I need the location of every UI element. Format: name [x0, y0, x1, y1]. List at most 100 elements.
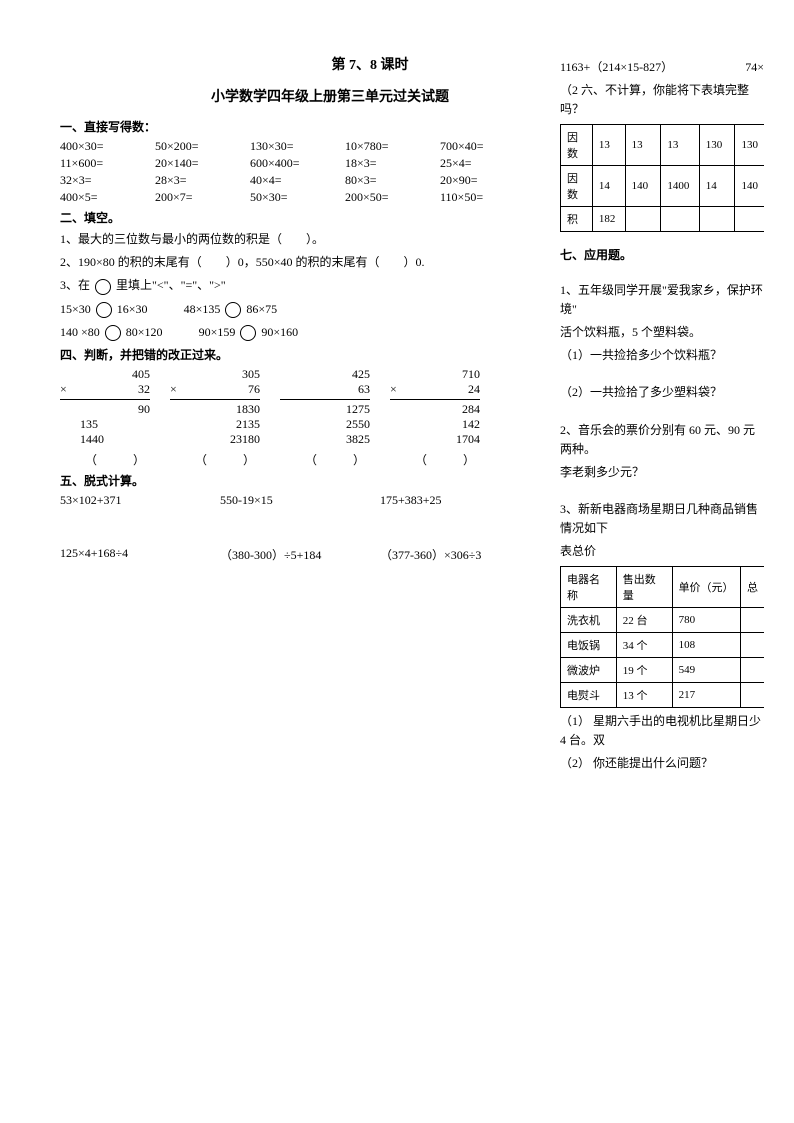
q1-cell: 10×780= — [345, 139, 440, 154]
q1-cell: 50×30= — [250, 190, 345, 205]
s7-q2b: 李老剩多少元？ — [560, 463, 764, 482]
q1-cell: 700×40= — [440, 139, 535, 154]
t1-cell: 140 — [625, 165, 661, 206]
mult-col-4: 710 ×24 284 142 1704 — [390, 367, 500, 447]
t2-cell — [740, 657, 764, 682]
circle-icon — [96, 302, 112, 318]
t2-header: 售出数量 — [616, 566, 672, 607]
section2-q3: 3、在 里填上"<"、"="、">" — [60, 276, 540, 295]
left-column: 第 7、8 课时 小学数学四年级上册第三单元过关试题 一、直接写得数： 400×… — [60, 54, 540, 777]
t2-header: 总 — [740, 566, 764, 607]
s7-q3b: 表总价 — [560, 542, 764, 561]
q1-cell: 28×3= — [155, 173, 250, 188]
s7-q1-1: （1）一共捡拾多少个饮料瓶？ — [560, 346, 764, 365]
circle-icon — [240, 325, 256, 341]
t1-cell: 13 — [625, 124, 661, 165]
t2-cell: 34 个 — [616, 632, 672, 657]
right-top-line2: （2 六、不计算，你能将下表填完整吗？ — [560, 81, 764, 119]
section1-rows: 400×30=50×200=130×30=10×780=700×40= 11×6… — [60, 139, 540, 205]
mult-col-2: 305 ×76 1830 2135 23180 — [170, 367, 280, 447]
comp-row-2: 140 ×80 80×120 90×159 90×160 — [60, 323, 540, 342]
t2-cell: 780 — [672, 607, 740, 632]
section2-title: 二、填空。 — [60, 209, 540, 226]
s7end-q2: （2） 你还能提出什么问题？ — [560, 754, 764, 773]
q1-cell: 600×400= — [250, 156, 345, 171]
t1-cell: 因数 — [561, 124, 593, 165]
s7-q1b: 活个饮料瓶，5 个塑料袋。 — [560, 323, 764, 342]
q5-row-1: 53×102+371 550-19×15 175+383+25 — [60, 493, 540, 508]
factor-table: 因数 13 13 13 130 130 因数 14 140 1400 14 14… — [560, 124, 764, 232]
paren-row: （ ） （ ） （ ） （ ） — [60, 451, 540, 468]
s7-q2a: 2、音乐会的票价分别有 60 元、90 元两种。 — [560, 421, 764, 459]
section2-q1: 1、最大的三位数与最小的两位数的积是（ ）。 — [60, 230, 540, 249]
t2-cell: 19 个 — [616, 657, 672, 682]
q1-cell: 200×50= — [345, 190, 440, 205]
t2-header: 电器名称 — [561, 566, 617, 607]
mult-col-1: 405 ×32 90 135 1440 — [60, 367, 170, 447]
q1-cell: 110×50= — [440, 190, 535, 205]
circle-icon — [225, 302, 241, 318]
q1-cell: 20×90= — [440, 173, 535, 188]
t2-cell: 电饭锅 — [561, 632, 617, 657]
t2-cell — [740, 682, 764, 707]
t1-cell: 182 — [592, 206, 625, 231]
s7-q1-2: （2）一共捡拾了多少塑料袋？ — [560, 383, 764, 402]
q1-cell: 40×4= — [250, 173, 345, 188]
t2-cell: 549 — [672, 657, 740, 682]
section1-title: 一、直接写得数： — [60, 118, 540, 135]
q1-cell: 400×30= — [60, 139, 155, 154]
circle-icon — [105, 325, 121, 341]
t1-cell: 130 — [699, 124, 735, 165]
t1-cell: 14 — [699, 165, 735, 206]
t1-cell: 14 — [592, 165, 625, 206]
right-top-line1: 1163+（214×15-827） 74× — [560, 58, 764, 77]
t2-cell: 108 — [672, 632, 740, 657]
t1-cell: 130 — [735, 124, 764, 165]
q5-row-2: 125×4+168÷4 （380-300）÷5+184 （377-360）×30… — [60, 546, 540, 563]
right-column: 1163+（214×15-827） 74× （2 六、不计算，你能将下表填完整吗… — [560, 54, 764, 777]
s7-q1a: 1、五年级同学开展"爱我家乡，保护环境" — [560, 281, 764, 319]
section5-title: 五、脱式计算。 — [60, 472, 540, 489]
page-subtitle: 小学数学四年级上册第三单元过关试题 — [120, 86, 540, 106]
s7end-q1: （1） 星期六手出的电视机比星期日少 4 台。双 — [560, 712, 764, 750]
t2-cell — [740, 632, 764, 657]
comp-row-1: 15×30 16×30 48×135 86×75 — [60, 300, 540, 319]
t1-cell: 140 — [735, 165, 764, 206]
t1-cell: 因数 — [561, 165, 593, 206]
mult-col-3: 425 63 1275 2550 3825 — [280, 367, 390, 447]
t1-cell: 13 — [661, 124, 699, 165]
appliance-table: 电器名称 售出数量 单价（元） 总 洗衣机 22 台 780 电饭锅 34 个 … — [560, 566, 764, 708]
circle-icon — [95, 279, 111, 295]
t2-cell: 电熨斗 — [561, 682, 617, 707]
t1-cell — [625, 206, 661, 231]
t2-cell — [740, 607, 764, 632]
multiplication-problems: 405 ×32 90 135 1440 305 ×76 1830 2135 23… — [60, 367, 540, 468]
q1-cell: 130×30= — [250, 139, 345, 154]
q1-cell: 80×3= — [345, 173, 440, 188]
q1-cell: 50×200= — [155, 139, 250, 154]
q1-cell: 400×5= — [60, 190, 155, 205]
s7-q3a: 3、新新电器商场星期日几种商品销售情况如下 — [560, 500, 764, 538]
t2-cell: 13 个 — [616, 682, 672, 707]
t1-cell — [735, 206, 764, 231]
q1-cell: 25×4= — [440, 156, 535, 171]
q1-cell: 20×140= — [155, 156, 250, 171]
t2-header: 单价（元） — [672, 566, 740, 607]
t2-cell: 微波炉 — [561, 657, 617, 682]
q1-cell: 18×3= — [345, 156, 440, 171]
q1-cell: 200×7= — [155, 190, 250, 205]
t1-cell: 13 — [592, 124, 625, 165]
section7-title: 七、应用题。 — [560, 246, 764, 263]
t1-cell — [699, 206, 735, 231]
q1-cell: 32×3= — [60, 173, 155, 188]
page-title: 第 7、8 课时 — [200, 54, 540, 74]
section4-title: 四、判断，并把错的改正过来。 — [60, 346, 540, 363]
t1-cell — [661, 206, 699, 231]
t1-cell: 积 — [561, 206, 593, 231]
section2-q2: 2、190×80 的积的末尾有（ ）0，550×40 的积的末尾有（ ）0. — [60, 253, 540, 272]
t2-cell: 217 — [672, 682, 740, 707]
t2-cell: 洗衣机 — [561, 607, 617, 632]
t2-cell: 22 台 — [616, 607, 672, 632]
q1-cell: 11×600= — [60, 156, 155, 171]
t1-cell: 1400 — [661, 165, 699, 206]
